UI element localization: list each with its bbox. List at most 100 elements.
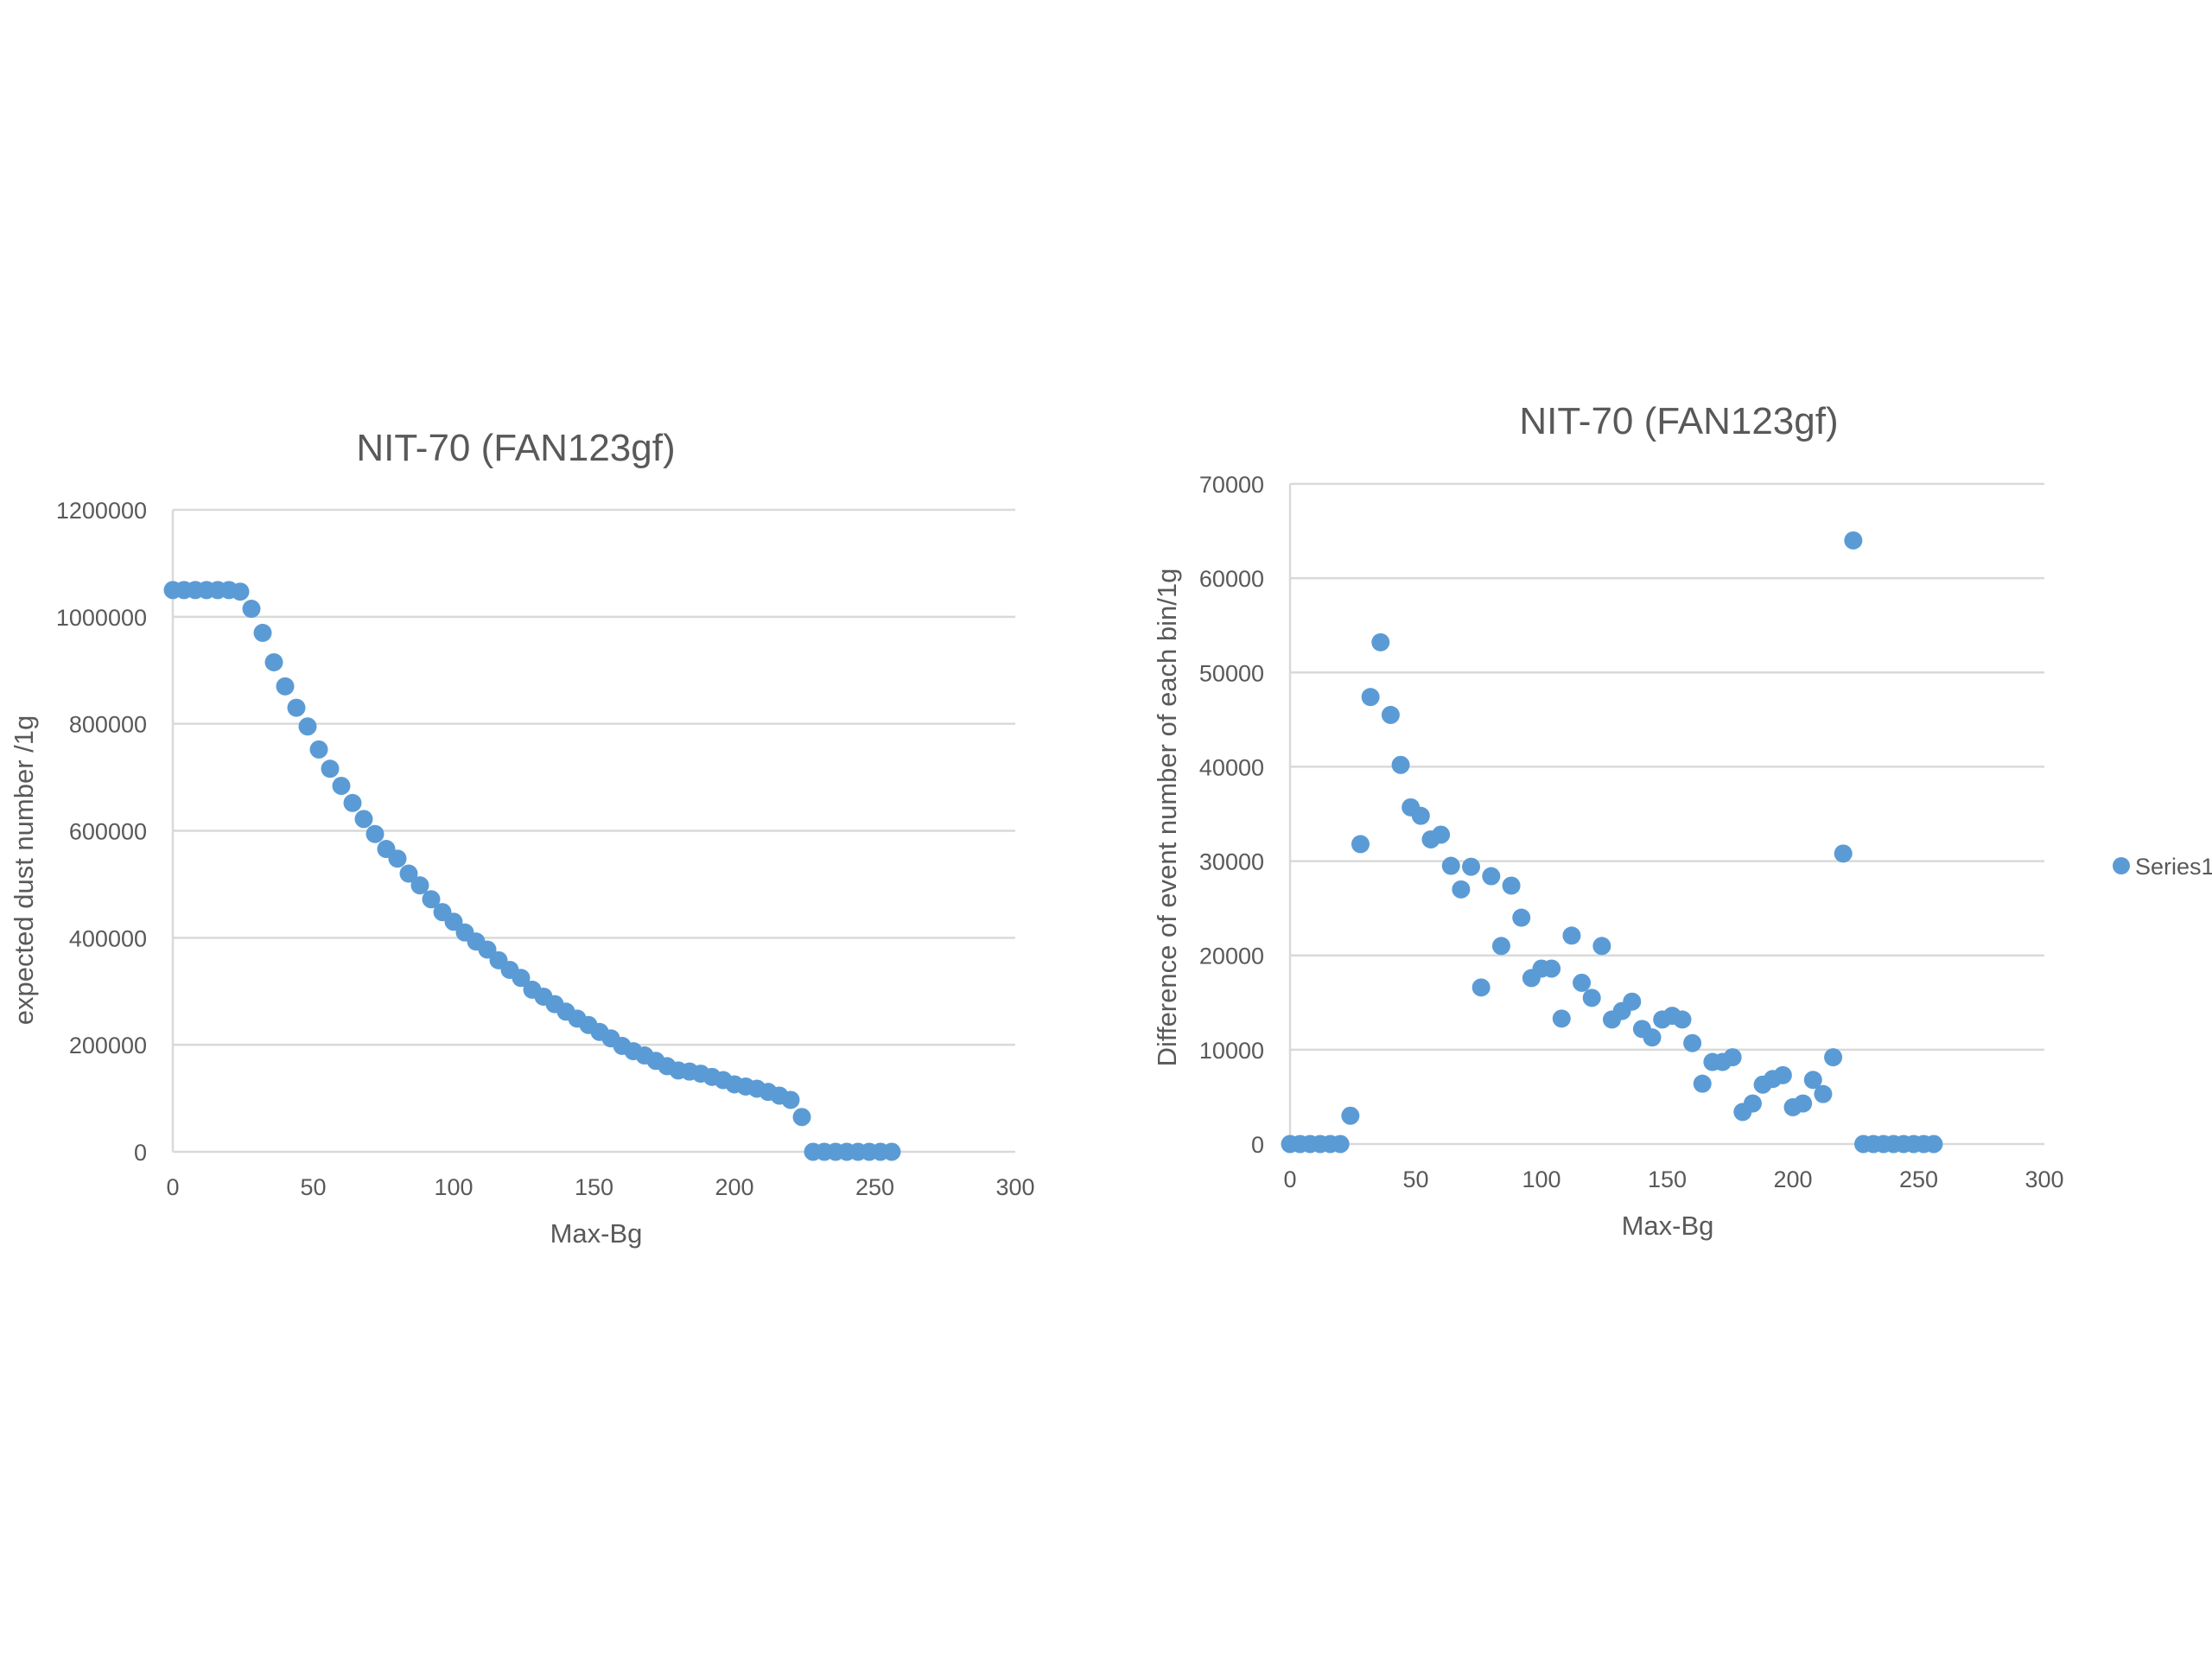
- x-tick-label: 50: [1402, 1166, 1428, 1192]
- data-point: [242, 600, 261, 619]
- x-tick-label: 0: [166, 1174, 179, 1200]
- data-point: [1462, 857, 1481, 876]
- data-point: [1582, 988, 1601, 1007]
- y-tick-label: 0: [134, 1140, 147, 1166]
- data-point: [1623, 992, 1642, 1011]
- x-tick-label: 150: [1648, 1166, 1687, 1192]
- data-point: [1341, 1106, 1360, 1125]
- data-point: [354, 810, 373, 829]
- data-point: [1573, 973, 1592, 992]
- data-point: [264, 652, 283, 671]
- data-point: [1683, 1033, 1702, 1052]
- y-tick-labels: 0 200000 400000 600000 800000 1000000 1200000: [56, 498, 147, 1166]
- data-point: [1411, 806, 1430, 825]
- data-point: [388, 849, 407, 868]
- legend: Series1: [2113, 854, 2212, 880]
- data-point: [287, 698, 306, 717]
- data-point: [365, 824, 385, 843]
- y-tick-label: 200000: [69, 1033, 147, 1058]
- data-point: [1391, 755, 1410, 774]
- data-point: [1693, 1074, 1712, 1093]
- data-point: [1381, 705, 1400, 724]
- x-tick-label: 200: [1773, 1166, 1812, 1192]
- data-point: [276, 677, 295, 696]
- data-point: [1814, 1084, 1833, 1103]
- data-point: [1491, 937, 1510, 956]
- y-tick-label: 600000: [69, 819, 147, 845]
- data-point: [1482, 867, 1501, 886]
- x-tick-labels: 0 50 100 150 200 250 300: [166, 1174, 1034, 1200]
- data-point: [410, 876, 429, 895]
- x-tick-label: 300: [2024, 1166, 2063, 1192]
- data-point: [1924, 1135, 1943, 1154]
- chart-right: NIT-70 (FAN123gf) 0 10000 20000 30000 40000 5…: [1152, 400, 2212, 1241]
- y-axis-label: Difference of event number of each bin/1…: [1152, 569, 1182, 1067]
- x-axis-label: Max-Bg: [550, 1218, 643, 1249]
- y-tick-label: 1200000: [56, 498, 147, 524]
- data-point: [298, 717, 317, 736]
- y-tick-labels: 0 10000 20000 30000 40000 50000 60000 70000: [1199, 472, 1264, 1158]
- data-point: [1824, 1048, 1843, 1067]
- x-tick-label: 150: [575, 1174, 613, 1200]
- y-tick-label: 800000: [69, 712, 147, 738]
- y-tick-label: 50000: [1199, 660, 1264, 686]
- x-tick-label: 200: [715, 1174, 753, 1200]
- data-point: [1773, 1065, 1792, 1084]
- y-tick-label: 1000000: [56, 605, 147, 631]
- gridlines: [1288, 482, 2044, 1146]
- data-point: [1542, 959, 1561, 978]
- data-point: [1351, 835, 1370, 854]
- x-tick-label: 300: [995, 1174, 1034, 1200]
- data-point: [1743, 1094, 1762, 1113]
- data-point: [1794, 1094, 1813, 1113]
- data-point: [478, 940, 497, 959]
- data-point: [321, 760, 340, 779]
- data-point: [444, 912, 463, 931]
- gridlines: [171, 508, 1015, 1154]
- chart-title: NIT-70 (FAN123gf): [1519, 400, 1838, 442]
- data-point: [1562, 926, 1581, 945]
- data-point: [1844, 531, 1863, 550]
- x-tick-labels: 0 50 100 150 200 250 300: [1283, 1166, 2063, 1192]
- data-point: [343, 793, 362, 812]
- data-point: [332, 776, 351, 795]
- y-tick-label: 0: [1251, 1132, 1264, 1158]
- data-point: [1361, 688, 1380, 707]
- data-point: [1471, 978, 1491, 997]
- data-point: [1552, 1009, 1571, 1028]
- x-tick-label: 0: [1283, 1166, 1296, 1192]
- data-point: [882, 1142, 901, 1161]
- data-point: [512, 969, 531, 988]
- data-point: [1502, 876, 1521, 895]
- data-point: [399, 864, 418, 883]
- data-point: [1452, 880, 1471, 899]
- y-tick-label: 60000: [1199, 566, 1264, 592]
- x-tick-label: 250: [1899, 1166, 1938, 1192]
- data-points: [163, 581, 901, 1161]
- data-point: [1371, 632, 1390, 652]
- legend-marker: [2113, 857, 2130, 874]
- chart-left: NIT-70 (FAN123gf) 0 200000 400000 600000 800…: [9, 427, 1035, 1249]
- y-tick-label: 30000: [1199, 849, 1264, 875]
- x-tick-label: 50: [300, 1174, 326, 1200]
- y-tick-label: 400000: [69, 925, 147, 951]
- x-tick-label: 100: [1522, 1166, 1560, 1192]
- data-point: [1592, 937, 1611, 956]
- data-point: [422, 890, 441, 909]
- legend-label: Series1: [2135, 854, 2212, 880]
- data-point: [231, 582, 250, 601]
- data-point: [1643, 1028, 1662, 1047]
- y-tick-label: 70000: [1199, 472, 1264, 498]
- data-point: [1441, 856, 1460, 875]
- data-point: [1803, 1071, 1822, 1090]
- x-axis-label: Max-Bg: [1622, 1211, 1714, 1241]
- y-axis-label: expected dust number /1g: [9, 715, 39, 1025]
- data-point: [309, 740, 328, 759]
- data-point: [253, 623, 272, 642]
- data-point: [1432, 825, 1451, 844]
- x-tick-label: 250: [855, 1174, 894, 1200]
- y-tick-label: 10000: [1199, 1038, 1264, 1064]
- x-tick-label: 100: [434, 1174, 473, 1200]
- data-point: [1834, 844, 1853, 863]
- data-points: [1281, 531, 1943, 1154]
